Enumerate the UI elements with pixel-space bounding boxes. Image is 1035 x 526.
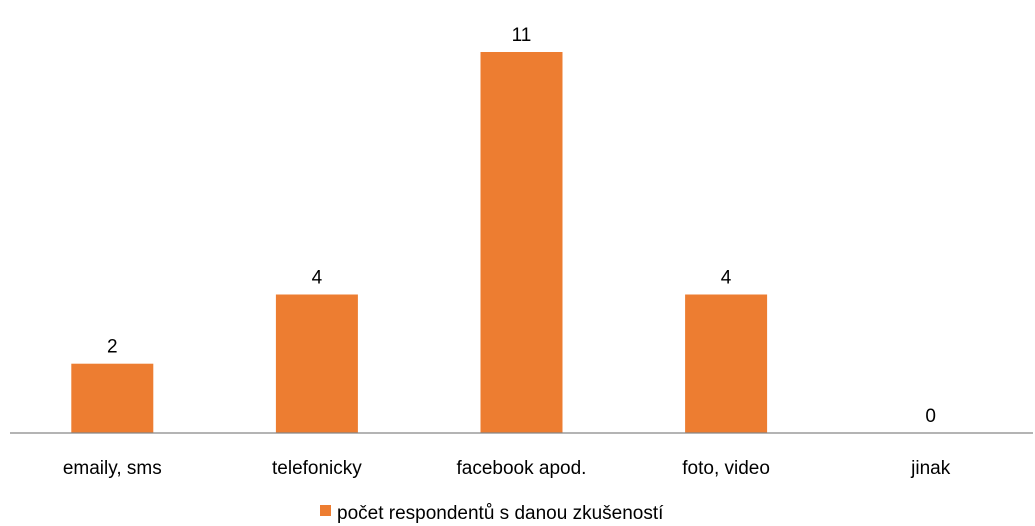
data-label-emaily-sms: 2 [107,337,118,358]
x-tick-label-telefonicky: telefonicky [272,458,362,479]
x-tick-label-jinak: jinak [910,458,951,479]
x-tick-labels-group: emaily, sms telefonicky facebook apod. foto… [63,458,951,479]
data-label-foto-video: 4 [721,268,732,289]
bars-group [71,52,768,433]
legend: počet respondentů s danou zkušeností [320,503,664,524]
legend-swatch [320,505,331,516]
bar-emaily-sms [71,363,154,433]
legend-label: počet respondentů s danou zkušeností [337,503,664,524]
data-label-facebook-apod: 11 [512,25,532,46]
bar-facebook-apod [480,52,563,433]
data-labels-group: 2 4 11 4 0 [107,25,936,427]
x-tick-label-emaily-sms: emaily, sms [63,458,162,479]
bar-foto-video [685,294,768,433]
data-label-telefonicky: 4 [312,268,323,289]
x-tick-label-foto-video: foto, video [682,458,770,479]
data-label-jinak: 0 [925,406,936,427]
bar-telefonicky [275,294,358,433]
x-tick-label-facebook-apod: facebook apod. [457,458,587,479]
